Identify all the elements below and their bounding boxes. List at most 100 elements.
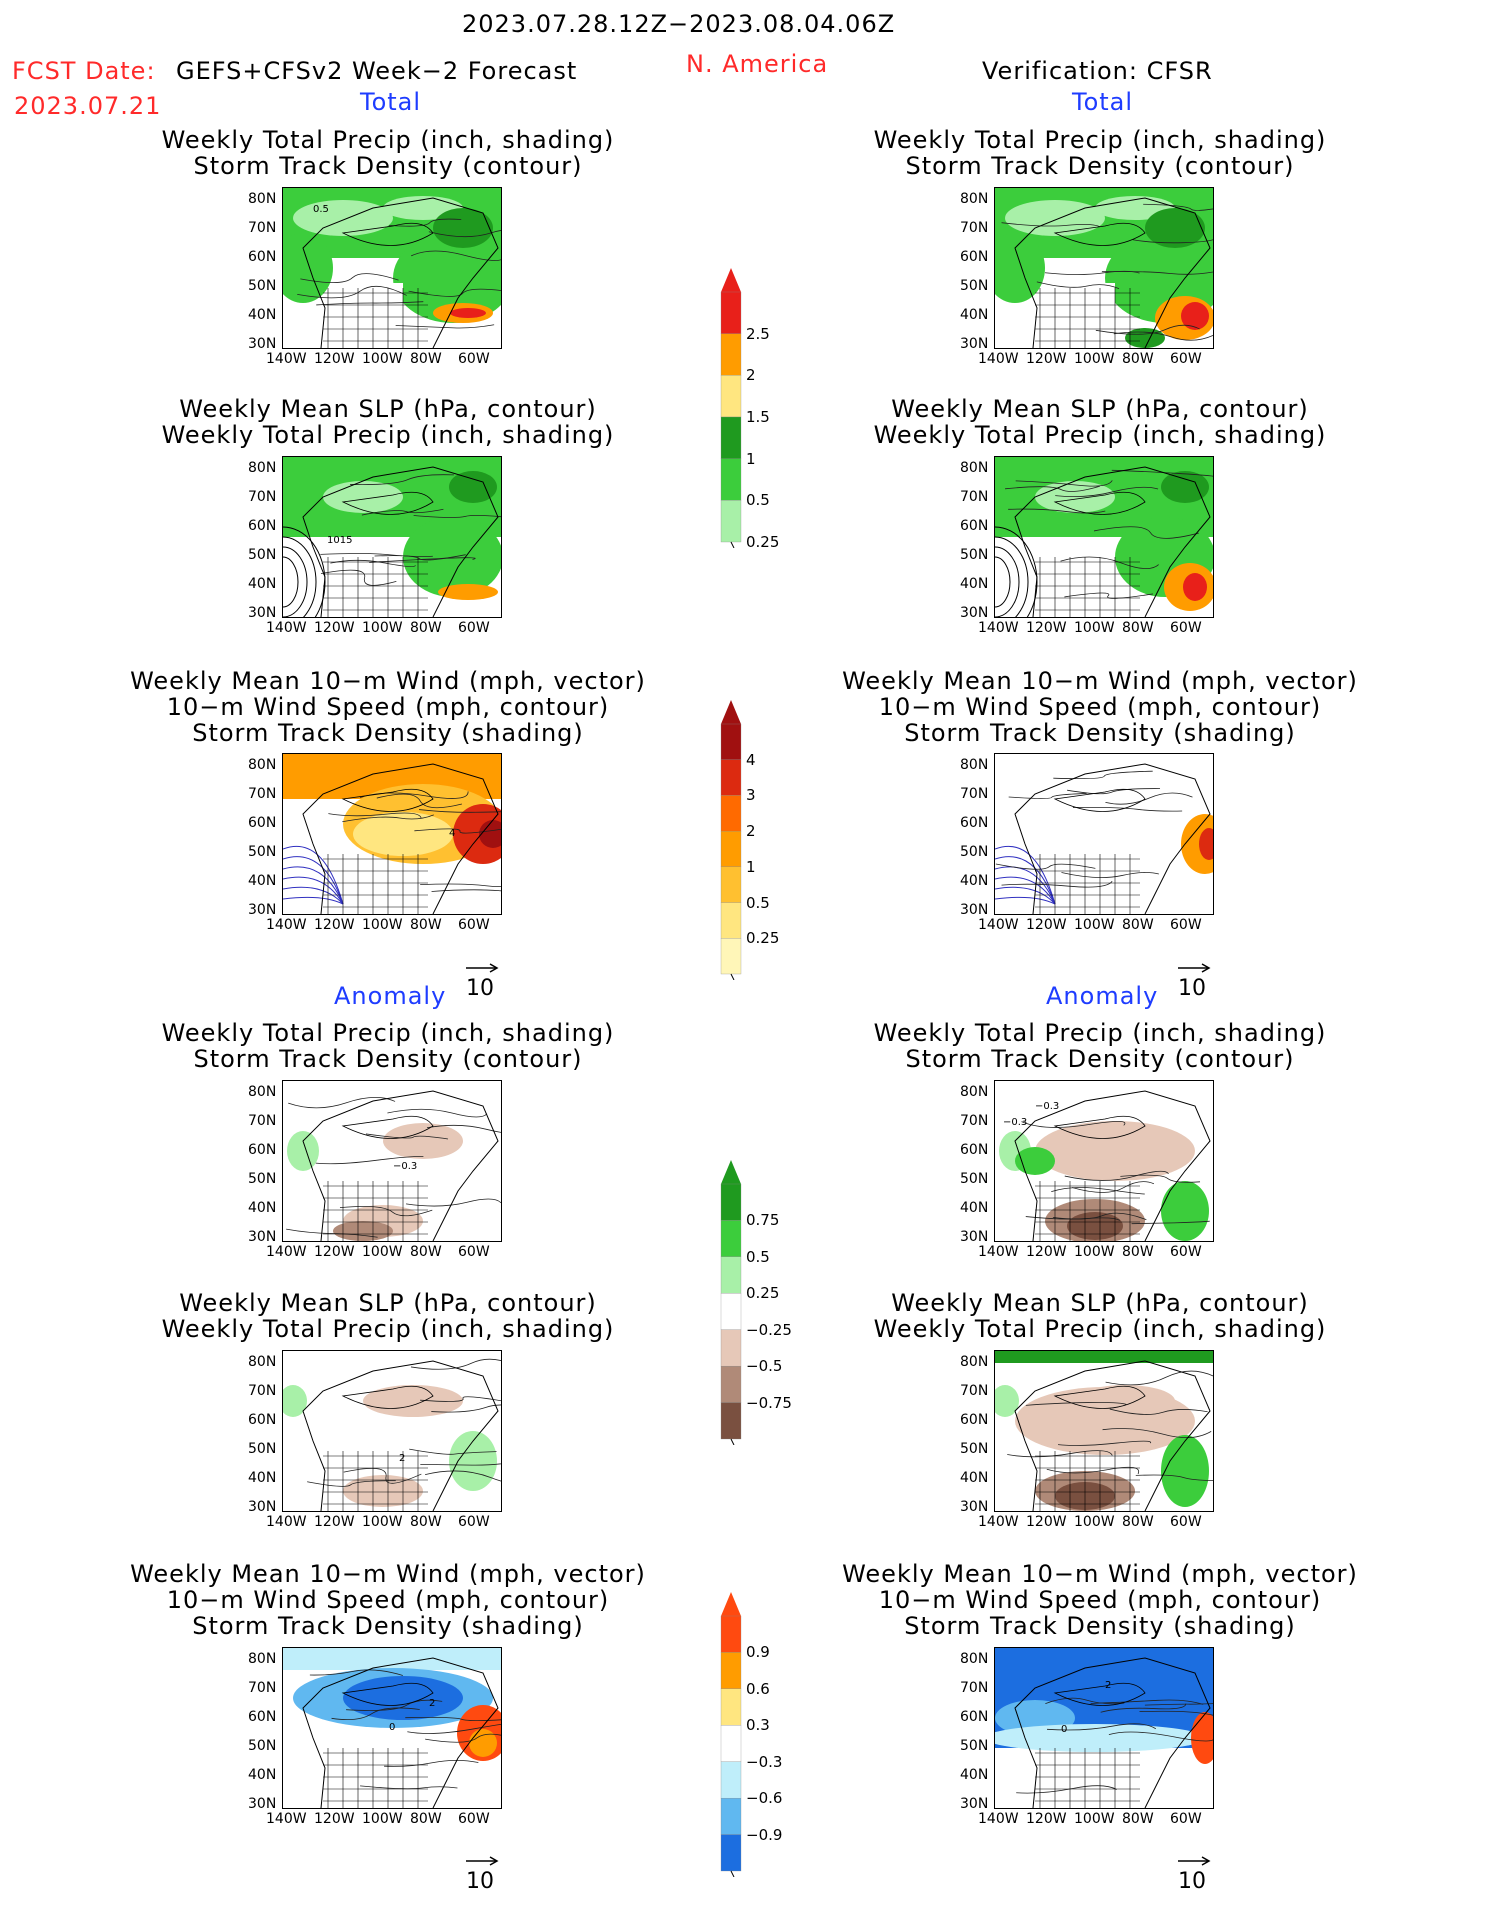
lon-tick-label: 80W <box>410 620 442 636</box>
lon-tick-label: 140W <box>266 1244 307 1260</box>
lat-tick-label: 30N <box>248 336 277 352</box>
colorbar-segment <box>720 1183 742 1221</box>
colorbar-anom-storm: 0.9 0.6 0.3 −0.3 −0.6 −0.9 <box>716 1592 836 1878</box>
contour-line <box>1100 1703 1187 1713</box>
lon-tick-label: 80W <box>410 1244 442 1260</box>
lon-tick-label: 120W <box>1026 1811 1067 1827</box>
contour-line <box>350 474 454 485</box>
coastline <box>1014 1360 1211 1511</box>
contour-line <box>1036 281 1120 290</box>
contour-line <box>328 812 422 819</box>
contour-line <box>387 1108 488 1118</box>
precip-shading <box>449 471 497 503</box>
colorbar-label: 0.25 <box>746 929 780 948</box>
contour-line <box>365 1133 449 1140</box>
contour-line <box>1015 480 1113 487</box>
contour-label: 2 <box>399 1453 405 1464</box>
lon-tick-label: 120W <box>1026 1244 1067 1260</box>
verification-title: Verification: CFSR <box>982 57 1213 85</box>
colorbar-label: 2.5 <box>746 324 770 343</box>
lat-tick-label: 50N <box>960 1441 989 1457</box>
slp-contour <box>995 546 1020 617</box>
lon-tick-label: 60W <box>1170 1244 1202 1260</box>
colorbar-segment <box>720 416 742 459</box>
anomaly-shading <box>333 1221 393 1241</box>
contour-line <box>369 557 476 563</box>
colorbar-segment <box>720 333 742 376</box>
contour-line <box>1064 1170 1169 1181</box>
contour-line <box>1090 1699 1204 1705</box>
colorbar-triangle <box>721 700 741 724</box>
map-panel-v-total-wind <box>994 753 1214 915</box>
hudson-bay-outline <box>1053 1682 1146 1706</box>
lat-tick-label: 80N <box>960 460 989 476</box>
lon-tick-label: 60W <box>458 351 490 367</box>
contour-line <box>320 569 397 586</box>
colorbar-label: 0.25 <box>746 1284 780 1303</box>
lon-tick-label: 100W <box>362 917 403 933</box>
contour-label: 1015 <box>327 535 352 546</box>
contour-line <box>409 1448 497 1455</box>
lon-tick-label: 80W <box>1122 1811 1154 1827</box>
lat-tick-label: 40N <box>960 1200 989 1216</box>
lat-tick-label: 60N <box>960 815 989 831</box>
colorbar-label: 0.25 <box>746 533 780 551</box>
lat-tick-label: 30N <box>960 336 989 352</box>
section-anomaly-right: Anomaly <box>1046 982 1159 1010</box>
hudson-bay-outline <box>341 491 434 515</box>
lon-tick-label: 100W <box>362 620 403 636</box>
colorbar-label: 2 <box>746 366 756 385</box>
lat-tick-label: 40N <box>248 1767 277 1783</box>
slp-contour <box>995 556 1011 608</box>
lon-tick-label: 100W <box>1074 917 1115 933</box>
model-title: GEFS+CFSv2 Week−2 Forecast <box>176 57 578 85</box>
lat-tick-label: 70N <box>960 786 989 802</box>
contour-line <box>431 889 501 892</box>
wind-contour <box>995 866 1056 905</box>
anomaly-shading <box>1015 1147 1055 1175</box>
contour-line <box>395 324 495 329</box>
contour-line <box>1016 1785 1117 1794</box>
us-state-borders <box>323 1748 428 1808</box>
us-state-borders <box>1035 557 1140 617</box>
contour-line <box>1057 1440 1152 1446</box>
lat-tick-label: 50N <box>248 1738 277 1754</box>
anomaly-shading <box>283 1385 307 1417</box>
colorbar-label: −0.6 <box>746 1789 783 1808</box>
storm-shading <box>479 820 501 848</box>
contour-line <box>1105 1370 1213 1386</box>
colorbar-label: −0.3 <box>746 1752 783 1771</box>
contour-line <box>420 1463 501 1466</box>
lon-tick-label: 120W <box>1026 1514 1067 1530</box>
lon-tick-label: 100W <box>1074 620 1115 636</box>
contour-line <box>288 1096 396 1109</box>
colorbar-segment <box>720 1725 742 1762</box>
contour-line <box>346 1699 443 1711</box>
lat-tick-label: 50N <box>960 547 989 563</box>
contour-line <box>286 1228 378 1238</box>
colorbar-label: 0.5 <box>746 1247 770 1266</box>
colorbar-segment <box>720 830 742 868</box>
contour-line <box>1025 1402 1127 1406</box>
lon-tick-label: 120W <box>314 1244 355 1260</box>
lat-tick-label: 30N <box>248 1499 277 1515</box>
contour-line <box>1143 203 1213 211</box>
lon-tick-label: 60W <box>1170 620 1202 636</box>
lon-tick-label: 80W <box>410 1811 442 1827</box>
lat-tick-label: 60N <box>248 815 277 831</box>
lon-tick-label: 60W <box>458 1514 490 1530</box>
lon-tick-label: 60W <box>458 1811 490 1827</box>
colorbar-segment <box>720 723 742 760</box>
lon-tick-label: 140W <box>266 917 307 933</box>
hudson-bay-outline <box>341 222 434 246</box>
lat-tick-label: 30N <box>248 605 277 621</box>
precip-shading <box>1161 471 1209 503</box>
contour-line <box>1008 508 1106 514</box>
colorbar-label: −0.25 <box>746 1320 792 1339</box>
coastline <box>302 763 499 914</box>
contour-line <box>431 1404 501 1413</box>
lat-tick-label: 80N <box>248 1354 277 1370</box>
lat-tick-label: 40N <box>960 873 989 889</box>
contour-line <box>414 828 501 834</box>
contour-line <box>1108 1731 1213 1742</box>
